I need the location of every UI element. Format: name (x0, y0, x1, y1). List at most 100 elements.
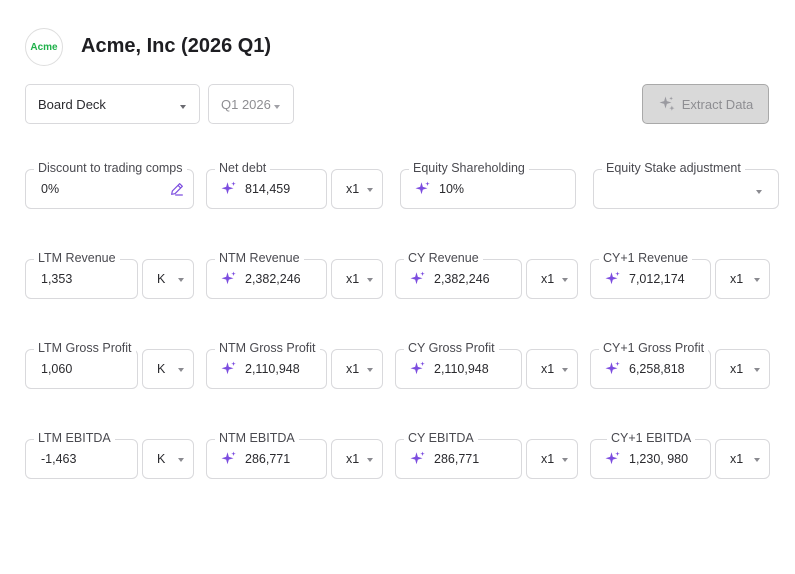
chevron-down-icon (178, 368, 184, 372)
ntm-revenue-unit-select[interactable]: x1 (331, 259, 383, 299)
discount-value: 0% (41, 182, 60, 196)
chevron-down-icon (754, 368, 760, 372)
cy-ebitda-label: CY EBITDA (404, 431, 478, 445)
unit-value: x1 (346, 452, 360, 466)
pencil-icon[interactable] (169, 181, 185, 197)
ntm-revenue-field[interactable]: NTM Revenue 2,382,246 (206, 251, 327, 299)
period-select-value: Q1 2026 (221, 96, 271, 112)
sparkle-icon (605, 271, 620, 285)
discount-field[interactable]: Discount to trading comps 0% (25, 161, 194, 209)
ltm-revenue-value: 1,353 (41, 272, 73, 286)
chevron-down-icon (754, 458, 760, 462)
ntm-gross-profit-unit-select[interactable]: x1 (331, 349, 383, 389)
chevron-down-icon (178, 278, 184, 282)
ltm-ebitda-field[interactable]: LTM EBITDA -1,463 (25, 431, 138, 479)
chevron-down-icon (562, 368, 568, 372)
ltm-ebitda-unit-select[interactable]: K (142, 439, 194, 479)
cy1-gross-profit-value: 6,258,818 (629, 362, 685, 376)
ntm-revenue-value: 2,382,246 (245, 272, 301, 286)
unit-value: x1 (541, 272, 555, 286)
chevron-down-icon (367, 188, 373, 192)
cy-ebitda-value: 286,771 (434, 452, 480, 466)
ltm-gross-profit-label: LTM Gross Profit (34, 341, 136, 355)
page-title: Acme, Inc (2026 Q1) (81, 35, 272, 57)
unit-value: x1 (730, 362, 744, 376)
cy-gross-profit-field[interactable]: CY Gross Profit 2,110,948 (395, 341, 522, 389)
ltm-revenue-field[interactable]: LTM Revenue 1,353 (25, 251, 138, 299)
unit-value: x1 (730, 452, 744, 466)
equity-shareholding-label: Equity Shareholding (409, 161, 529, 175)
ltm-gross-profit-value: 1,060 (41, 362, 73, 376)
unit-value: x1 (541, 362, 555, 376)
cy-gross-profit-unit-select[interactable]: x1 (526, 349, 578, 389)
sparkle-icon (605, 451, 620, 465)
cy-gross-profit-value: 2,110,948 (434, 362, 489, 376)
unit-value: K (157, 362, 166, 376)
ntm-gross-profit-field[interactable]: NTM Gross Profit 2,110,948 (206, 341, 327, 389)
chevron-down-icon (367, 458, 373, 462)
sparkle-icon (410, 451, 425, 465)
cy1-ebitda-field[interactable]: CY+1 EBITDA 1,230, 980 (590, 431, 711, 479)
unit-value: K (157, 272, 166, 286)
chevron-down-icon (562, 278, 568, 282)
cy1-ebitda-label: CY+1 EBITDA (607, 431, 696, 445)
cy-revenue-label: CY Revenue (404, 251, 483, 265)
ntm-gross-profit-label: NTM Gross Profit (215, 341, 320, 355)
sparkle-icon (221, 271, 236, 285)
ntm-revenue-label: NTM Revenue (215, 251, 304, 265)
ltm-gross-profit-unit-select[interactable]: K (142, 349, 194, 389)
cy-ebitda-unit-select[interactable]: x1 (526, 439, 578, 479)
cy1-gross-profit-field[interactable]: CY+1 Gross Profit 6,258,818 (590, 341, 711, 389)
unit-value: x1 (730, 272, 744, 286)
sparkle-icon (659, 96, 675, 111)
equity-shareholding-value: 10% (439, 182, 465, 196)
equity-shareholding-field[interactable]: Equity Shareholding 10% (400, 161, 576, 209)
cy1-revenue-label: CY+1 Revenue (599, 251, 693, 265)
cy-revenue-unit-select[interactable]: x1 (526, 259, 578, 299)
cy-revenue-value: 2,382,246 (434, 272, 490, 286)
ltm-revenue-unit-select[interactable]: K (142, 259, 194, 299)
cy1-revenue-value: 7,012,174 (629, 272, 685, 286)
sparkle-icon (221, 181, 236, 195)
ntm-ebitda-unit-select[interactable]: x1 (331, 439, 383, 479)
ntm-ebitda-field[interactable]: NTM EBITDA 286,771 (206, 431, 327, 479)
net-debt-field[interactable]: Net debt 814,459 (206, 161, 327, 209)
ntm-ebitda-value: 286,771 (245, 452, 291, 466)
net-debt-label: Net debt (215, 161, 271, 175)
cy1-gross-profit-label: CY+1 Gross Profit (599, 341, 709, 355)
unit-value: x1 (346, 182, 360, 196)
equity-stake-adjustment-select[interactable]: Equity Stake adjustment (593, 161, 779, 209)
period-select[interactable]: Q1 2026 (208, 84, 294, 124)
chevron-down-icon (367, 278, 373, 282)
cy1-ebitda-value: 1,230, 980 (629, 452, 689, 466)
cy-ebitda-field[interactable]: CY EBITDA 286,771 (395, 431, 522, 479)
sparkle-icon (221, 361, 236, 375)
sparkle-icon (415, 181, 430, 195)
company-logo: Acme (25, 28, 63, 66)
cy1-gross-profit-unit-select[interactable]: x1 (715, 349, 770, 389)
sparkle-icon (221, 451, 236, 465)
extract-data-button[interactable]: Extract Data (642, 84, 769, 124)
chevron-down-icon (754, 278, 760, 282)
cy-revenue-field[interactable]: CY Revenue 2,382,246 (395, 251, 522, 299)
document-select[interactable]: Board Deck (25, 84, 200, 124)
cy1-revenue-unit-select[interactable]: x1 (715, 259, 770, 299)
ltm-gross-profit-field[interactable]: LTM Gross Profit 1,060 (25, 341, 138, 389)
unit-value: x1 (346, 362, 360, 376)
sparkle-icon (410, 271, 425, 285)
unit-value: K (157, 452, 166, 466)
chevron-down-icon (562, 458, 568, 462)
equity-stake-adjustment-label: Equity Stake adjustment (602, 161, 745, 175)
cy1-revenue-field[interactable]: CY+1 Revenue 7,012,174 (590, 251, 711, 299)
cy1-ebitda-unit-select[interactable]: x1 (715, 439, 770, 479)
unit-value: x1 (346, 272, 360, 286)
ltm-ebitda-value: -1,463 (41, 452, 77, 466)
net-debt-value: 814,459 (245, 182, 291, 196)
chevron-down-icon (756, 190, 762, 194)
chevron-down-icon (180, 105, 186, 109)
net-debt-unit-select[interactable]: x1 (331, 169, 383, 209)
chevron-down-icon (367, 368, 373, 372)
ltm-revenue-label: LTM Revenue (34, 251, 120, 265)
cy-gross-profit-label: CY Gross Profit (404, 341, 499, 355)
ntm-gross-profit-value: 2,110,948 (245, 362, 300, 376)
